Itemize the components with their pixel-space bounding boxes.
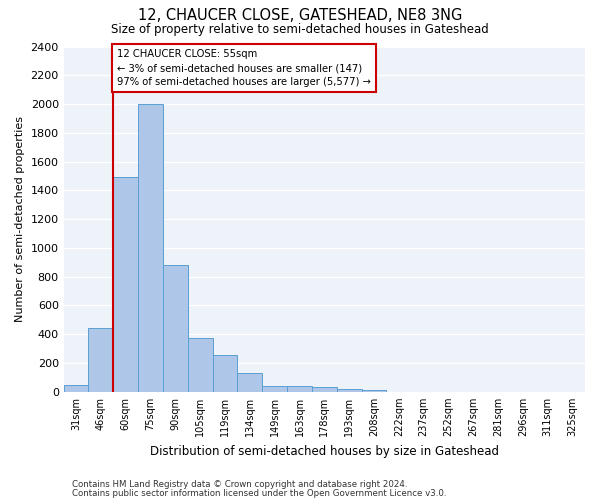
Text: Contains HM Land Registry data © Crown copyright and database right 2024.: Contains HM Land Registry data © Crown c… — [72, 480, 407, 489]
Bar — [188, 338, 212, 392]
Bar — [362, 390, 386, 392]
Bar — [312, 388, 337, 392]
Bar — [212, 355, 238, 392]
Bar — [163, 265, 188, 392]
Bar — [138, 104, 163, 392]
Text: Contains public sector information licensed under the Open Government Licence v3: Contains public sector information licen… — [72, 488, 446, 498]
Bar — [113, 178, 138, 392]
Text: 12, CHAUCER CLOSE, GATESHEAD, NE8 3NG: 12, CHAUCER CLOSE, GATESHEAD, NE8 3NG — [138, 8, 462, 22]
Bar — [88, 328, 113, 392]
Bar — [287, 386, 312, 392]
Text: 12 CHAUCER CLOSE: 55sqm
← 3% of semi-detached houses are smaller (147)
97% of se: 12 CHAUCER CLOSE: 55sqm ← 3% of semi-det… — [117, 50, 371, 88]
Y-axis label: Number of semi-detached properties: Number of semi-detached properties — [15, 116, 25, 322]
Bar — [64, 386, 88, 392]
Bar — [337, 389, 362, 392]
Text: Size of property relative to semi-detached houses in Gateshead: Size of property relative to semi-detach… — [111, 22, 489, 36]
Bar — [238, 373, 262, 392]
X-axis label: Distribution of semi-detached houses by size in Gateshead: Distribution of semi-detached houses by … — [150, 444, 499, 458]
Bar — [262, 386, 287, 392]
